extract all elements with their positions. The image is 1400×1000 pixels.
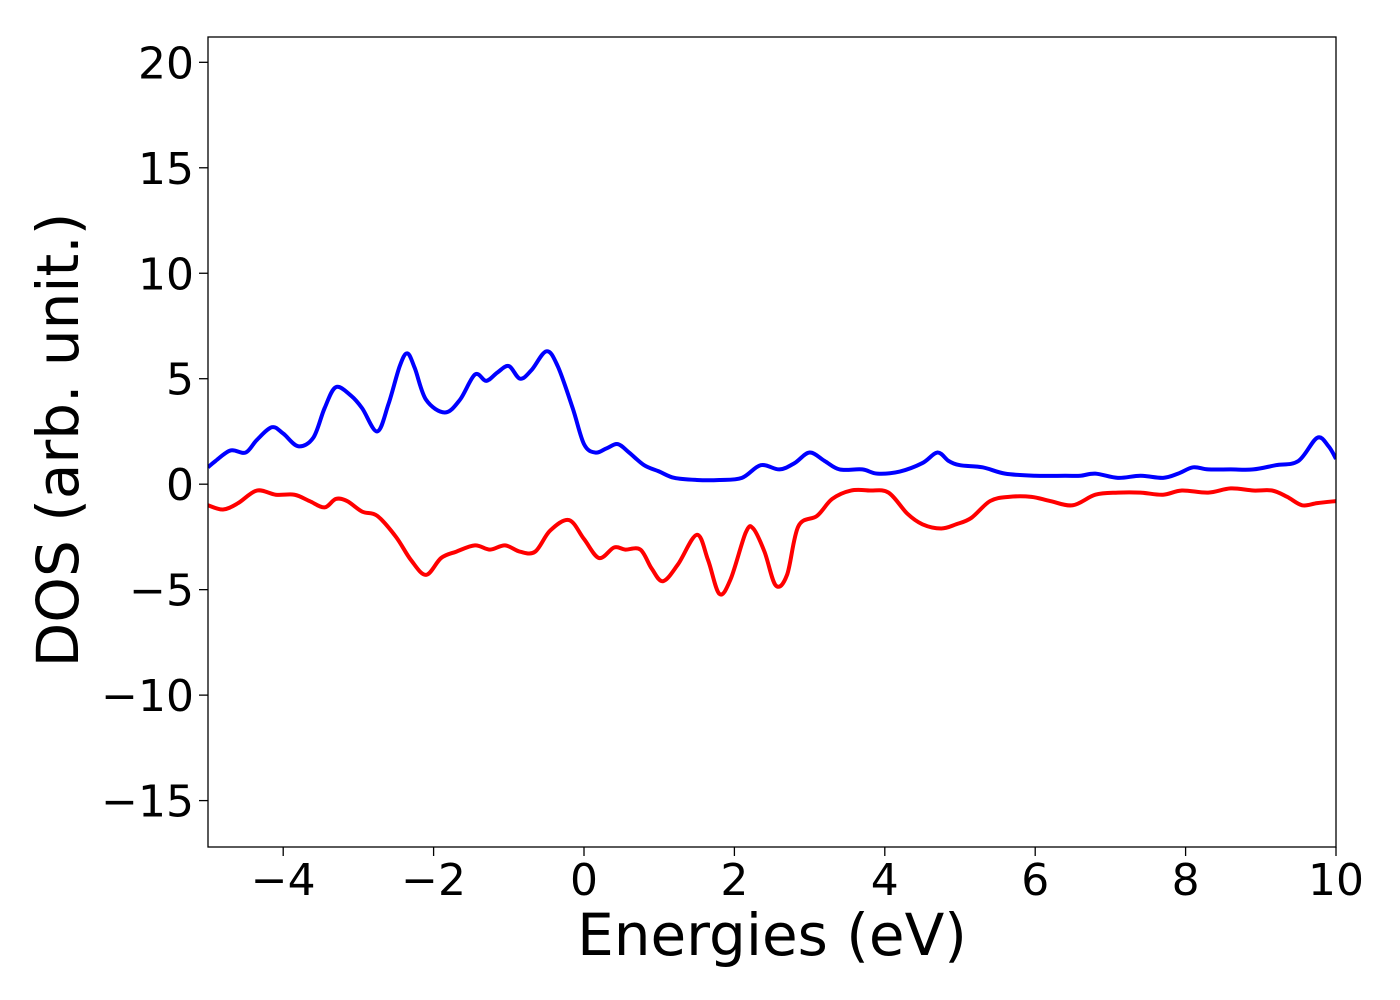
y-tick-label: 0 xyxy=(166,460,194,511)
x-axis-label: Energies (eV) xyxy=(577,901,967,969)
y-axis: −15 −10 −5 0 5 10 15 20 xyxy=(101,38,208,828)
y-tick-label: 15 xyxy=(138,144,194,195)
y-tick-label: −10 xyxy=(101,671,194,722)
y-tick-label: 5 xyxy=(166,355,194,406)
series-line-2 xyxy=(208,486,1336,597)
y-axis-label: DOS (arb. unit.) xyxy=(24,213,92,668)
y-tick-label: 20 xyxy=(138,38,194,89)
x-tick-label: 4 xyxy=(871,855,899,906)
x-axis: −4 −2 0 2 4 6 8 10 xyxy=(251,847,1364,906)
plot-area-frame xyxy=(207,36,1337,848)
x-tick-label: −4 xyxy=(251,855,316,906)
x-tick-label: 0 xyxy=(570,855,598,906)
x-tick-label: −2 xyxy=(401,855,466,906)
y-tick-label: −5 xyxy=(129,566,194,617)
x-tick-label: 2 xyxy=(720,855,748,906)
x-tick-label: 10 xyxy=(1308,855,1364,906)
series-layer xyxy=(208,349,1336,597)
x-tick-label: 8 xyxy=(1172,855,1200,906)
series-line-1 xyxy=(208,349,1336,483)
y-tick-label: 10 xyxy=(138,249,194,300)
y-tick-label: −15 xyxy=(101,777,194,828)
x-tick-label: 6 xyxy=(1021,855,1049,906)
